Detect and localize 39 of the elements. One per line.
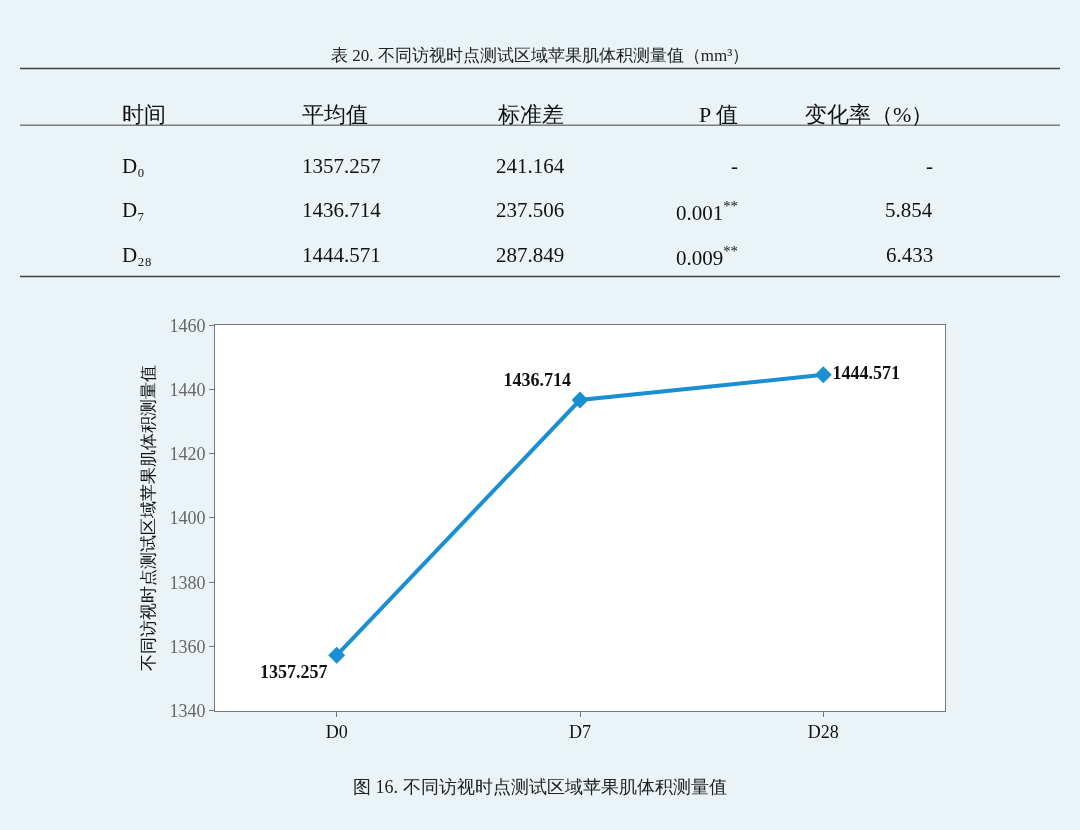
text: 0.001$^{**}$	[676, 198, 738, 225]
text: D₂₈	[122, 243, 152, 267]
caption: 图 16. 不同访视时点测试区域苹果肌体积测量值	[353, 777, 727, 797]
data-label: 1444.571	[832, 363, 900, 384]
text: 241.164	[496, 154, 565, 178]
text: 237.506	[496, 198, 565, 222]
x-tick-label: D28	[807, 722, 839, 743]
text: 5.854	[885, 198, 933, 222]
y-tick-label: 1440	[169, 379, 206, 400]
y-tick-label: 1380	[169, 572, 206, 593]
data-label: 1436.714	[503, 370, 571, 391]
y-tick-label: 1400	[169, 508, 206, 529]
category-label: P 值	[699, 102, 738, 127]
y-axis-title: 不同访视时点测试区域苹果肌体积测量值	[137, 364, 158, 671]
text: 1444.571	[302, 243, 381, 267]
text: 表 20. 不同访视时点测试区域苹果肌体积测量值（mm³）	[331, 46, 750, 65]
y-tick-label: 1360	[169, 636, 206, 657]
text: -	[926, 154, 933, 178]
x-tick-label: D0	[325, 722, 348, 743]
text: D₀	[122, 154, 145, 178]
text: 0.009$^{**}$	[676, 243, 738, 270]
y-tick-label: 1340	[169, 701, 206, 721]
point	[571, 391, 589, 409]
category-label: 变化率（%）	[805, 102, 934, 127]
category-label: 标准差	[497, 102, 564, 127]
text: D₇	[122, 198, 145, 222]
category-label: 平均值	[302, 102, 368, 127]
category-label: 时间	[122, 102, 166, 127]
data-label: 1357.257	[260, 661, 328, 682]
x-tick-label: D7	[569, 722, 591, 743]
text: 1436.714	[302, 198, 382, 222]
text: 1357.257	[302, 154, 381, 178]
y-tick-label: 1420	[169, 444, 206, 465]
y-tick-label: 1460	[169, 315, 206, 336]
point	[814, 366, 832, 384]
text: 287.849	[496, 243, 565, 267]
point	[328, 646, 346, 664]
text: 6.433	[886, 243, 934, 267]
text: -	[731, 154, 738, 178]
